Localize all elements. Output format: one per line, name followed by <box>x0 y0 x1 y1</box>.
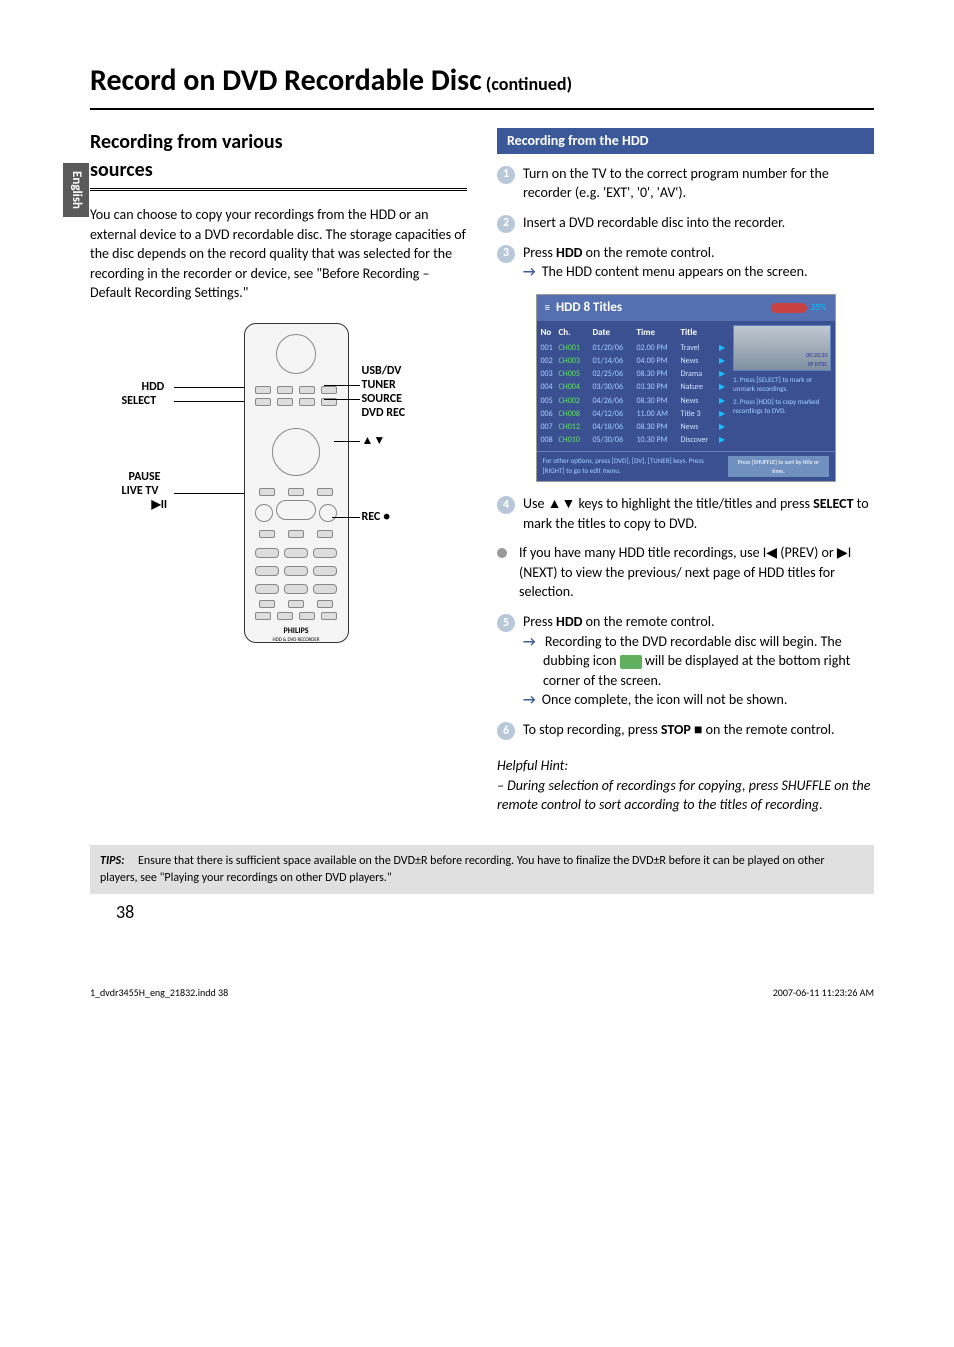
step-result: Once complete, the icon will not be show… <box>523 690 874 710</box>
remote-control-diagram: PHILIPS HDD & DVD RECORDER HDD SELECT US… <box>104 323 454 663</box>
page-title: Record on DVD Recordable Disc (continued… <box>90 60 874 102</box>
hdd-row: 002 CH003 01/14/06 04.00 PM News ▶ <box>541 355 730 368</box>
page-number: 38 <box>116 900 874 925</box>
subsection-banner: Recording from the HDD <box>497 128 874 154</box>
step-number: 6 <box>497 722 515 740</box>
title-divider <box>90 108 874 110</box>
step-3: 3 Press HDD on the remote control. The H… <box>497 243 874 282</box>
section-heading: Recording from various sources <box>90 128 467 184</box>
step-number: 1 <box>497 166 515 184</box>
intro-paragraph: You can choose to copy your recordings f… <box>90 205 467 303</box>
dubbing-icon <box>620 655 642 669</box>
hdd-row: 004 CH004 03/30/06 03.30 PM Nature ▶ <box>541 381 730 394</box>
step-number: 5 <box>497 614 515 632</box>
print-footer: 1_dvdr3455H_eng_21832.indd 38 2007-06-11… <box>0 966 954 1010</box>
step-6: 6 To stop recording, press STOP ■ on the… <box>497 720 874 740</box>
step-5: 5 Press HDD on the remote control. Recor… <box>497 612 874 710</box>
hdd-row: 008 CH010 05/30/06 10.30 PM Discover ▶ <box>541 434 730 447</box>
step-number: 2 <box>497 215 515 233</box>
hdd-row: 001 CH001 01/20/06 02.00 PM Travel ▶ <box>541 342 730 355</box>
hdd-row: 005 CH002 04/26/06 08.30 PM News ▶ <box>541 395 730 408</box>
step-number: 3 <box>497 245 515 263</box>
step-2: 2 Insert a DVD recordable disc into the … <box>497 213 874 233</box>
hdd-preview-thumbnail: 00:20:20 SP NTSC <box>733 325 831 371</box>
hdd-row: 007 CH012 04/18/06 08.30 PM News ▶ <box>541 421 730 434</box>
remote-label-playpause: ▶II <box>152 497 168 514</box>
step-1: 1 Turn on the TV to the correct program … <box>497 164 874 203</box>
step-result: The HDD content menu appears on the scre… <box>523 262 874 282</box>
helpful-hint: Helpful Hint: – During selection of reco… <box>497 756 874 815</box>
tips-box: TIPS: Ensure that there is sufficient sp… <box>90 845 874 895</box>
bullet-icon <box>497 548 507 558</box>
remote-label-dvdrec: DVD REC <box>362 405 406 422</box>
hdd-row: 006 CH008 04/12/06 11.00 AM Title 3 ▶ <box>541 408 730 421</box>
step-4: 4 Use ▲▼ keys to highlight the title/tit… <box>497 494 874 533</box>
manual-page: Record on DVD Recordable Disc (continued… <box>0 0 954 966</box>
remote-label-arrows: ▲▼ <box>362 433 386 450</box>
hdd-menu-screenshot: ≡ HDD 8 Titles 25% No Ch. Date T <box>536 294 836 482</box>
remote-label-rec: REC ● <box>362 509 391 526</box>
step-number: 4 <box>497 496 515 514</box>
hdd-row: 003 CH005 02/25/06 08.30 PM Drama ▶ <box>541 368 730 381</box>
bullet-note: If you have many HDD title recordings, u… <box>497 543 874 602</box>
section-divider <box>90 188 467 191</box>
step-result: Recording to the DVD recordable disc wil… <box>523 632 874 691</box>
hdd-title-table: No Ch. Date Time Title 001 CH001 01/20/0… <box>541 325 730 447</box>
remote-label-select: SELECT <box>122 393 157 410</box>
